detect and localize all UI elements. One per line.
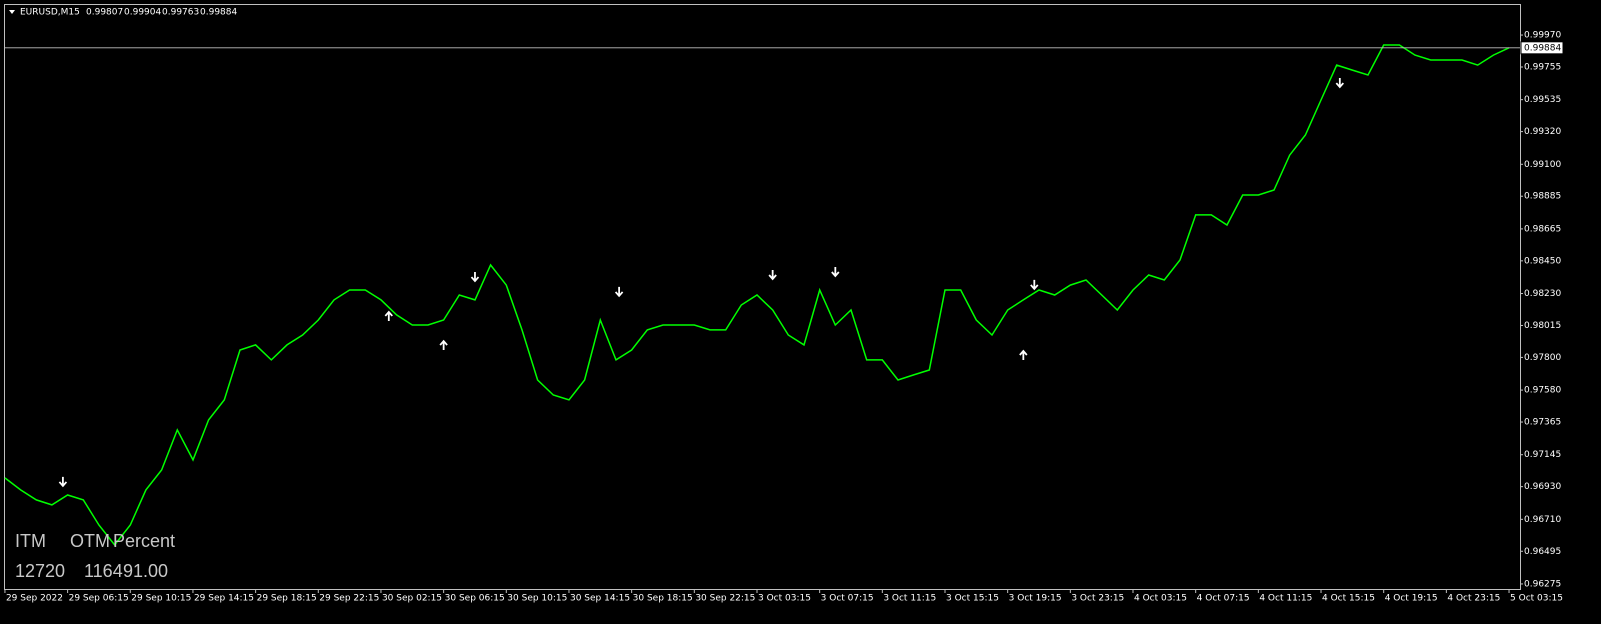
y-tick-label: 0.97365 xyxy=(1524,418,1561,428)
x-tick-label: 3 Oct 23:15 xyxy=(1071,594,1124,604)
signal-arrow xyxy=(1019,349,1028,361)
x-tick-label: 3 Oct 19:15 xyxy=(1009,594,1062,604)
signal-arrow xyxy=(614,286,624,298)
x-tick-label: 30 Sep 10:15 xyxy=(507,594,567,604)
y-tick-label: 0.96710 xyxy=(1524,515,1561,525)
x-tick-label: 30 Sep 18:15 xyxy=(633,594,693,604)
x-tick-label: 4 Oct 19:15 xyxy=(1385,594,1438,604)
ohlc-value: 0.99807 xyxy=(86,8,123,18)
x-tick-label: 29 Sep 18:15 xyxy=(257,594,317,604)
x-tick-label: 3 Oct 15:15 xyxy=(946,594,999,604)
y-tick-label: 0.96495 xyxy=(1524,547,1561,557)
x-tick-label: 4 Oct 03:15 xyxy=(1134,594,1187,604)
stat-value: 1164 xyxy=(84,561,123,581)
signal-arrow xyxy=(768,269,777,281)
signal-arrow xyxy=(439,339,448,351)
signal-arrow xyxy=(1335,78,1344,89)
x-tick-label: 30 Sep 22:15 xyxy=(695,594,755,604)
x-tick-label: 4 Oct 23:15 xyxy=(1447,594,1500,604)
ohlc-value: 0.99763 xyxy=(162,8,199,18)
signal-arrow xyxy=(384,310,393,321)
price-line xyxy=(4,44,1510,547)
x-tick-label: 30 Sep 06:15 xyxy=(445,594,505,604)
x-tick-label: 30 Sep 14:15 xyxy=(570,594,630,604)
bid-box xyxy=(1520,41,1564,55)
stat-value: 91.00 xyxy=(123,561,168,581)
signal-arrow xyxy=(470,272,480,283)
x-tick-label: 29 Sep 14:15 xyxy=(194,594,254,604)
x-tick-label: 4 Oct 11:15 xyxy=(1259,594,1312,604)
stat-header: Percent xyxy=(113,531,175,551)
x-tick-label: 29 Sep 22:15 xyxy=(319,594,379,604)
y-tick-label: 0.98015 xyxy=(1524,321,1561,331)
stat-header: ITM xyxy=(15,531,46,551)
x-tick-label: 3 Oct 07:15 xyxy=(821,594,874,604)
y-tick-label: 0.96930 xyxy=(1524,482,1561,492)
x-tick-label: 29 Sep 10:15 xyxy=(131,594,191,604)
y-tick-label: 0.98230 xyxy=(1524,289,1561,299)
plot xyxy=(4,44,1510,547)
stat-header: OTM xyxy=(70,531,110,551)
y-tick-label: 0.97800 xyxy=(1524,353,1561,363)
x-tick-label: 29 Sep 2022 xyxy=(6,594,63,604)
signal-arrow xyxy=(831,267,840,278)
x-tick-label: 3 Oct 03:15 xyxy=(758,594,811,604)
ohlc-value: 0.99884 xyxy=(200,8,237,18)
y-tick-label: 0.99100 xyxy=(1524,160,1561,170)
y-tick-label: 0.99320 xyxy=(1524,127,1561,137)
ohlc-header: 0.99807 0.99904 0.99763 0.99884 xyxy=(86,8,237,18)
menu-triangle[interactable] xyxy=(9,10,15,14)
x-tick-label: 3 Oct 11:15 xyxy=(883,594,936,604)
stat-value: 12720 xyxy=(15,561,65,581)
x-tick-label: 4 Oct 15:15 xyxy=(1322,594,1375,604)
y-tick-label: 0.98885 xyxy=(1524,192,1561,202)
signal-arrow xyxy=(1030,279,1039,291)
y-tick-label: 0.99755 xyxy=(1524,62,1561,72)
y-tick-label: 0.98450 xyxy=(1524,256,1561,266)
y-tick-label: 0.99535 xyxy=(1524,95,1561,105)
y-tick-label: 0.98665 xyxy=(1524,224,1561,234)
x-tick-label: 30 Sep 02:15 xyxy=(382,594,442,604)
y-tick-label: 0.97580 xyxy=(1524,386,1561,396)
plot-frame xyxy=(4,4,1521,590)
x-tick-label: 5 Oct 03:15 xyxy=(1510,594,1563,604)
y-tick-label: 0.97145 xyxy=(1524,450,1561,460)
y-tick-label: 0.99970 xyxy=(1524,31,1561,41)
x-tick-label: 29 Sep 06:15 xyxy=(69,594,129,604)
signal-arrow xyxy=(58,476,68,488)
chart-title: EURUSD,M15 xyxy=(20,8,80,18)
y-tick-label: 0.96275 xyxy=(1524,579,1561,589)
bid-label: 0.99884 xyxy=(1524,43,1561,53)
ohlc-value: 0.99904 xyxy=(124,8,161,18)
x-tick-label: 4 Oct 07:15 xyxy=(1197,594,1250,604)
